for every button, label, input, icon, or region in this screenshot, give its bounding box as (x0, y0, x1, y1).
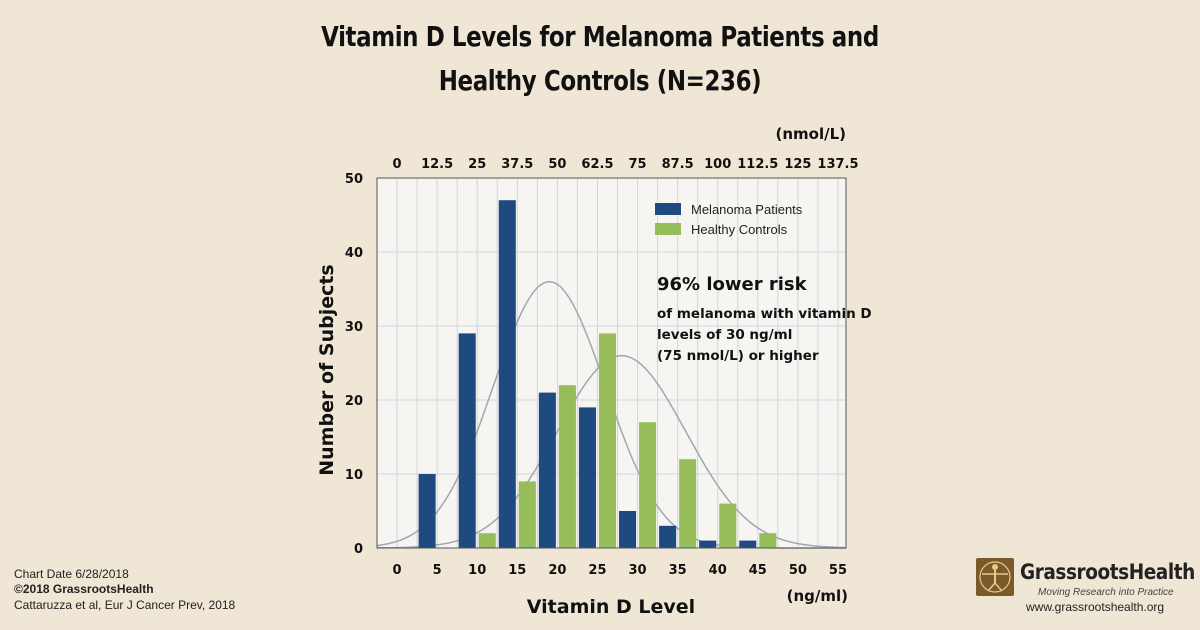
annotation-line: levels of 30 ng/ml (657, 327, 792, 343)
melanoma-bar (498, 200, 516, 548)
melanoma-bar (458, 333, 476, 548)
annotation-line: of melanoma with vitamin D (657, 306, 872, 322)
y-axis-title: Number of Subjects (316, 264, 338, 476)
logo-url[interactable]: www.grassrootshealth.org (1026, 600, 1165, 614)
x-tick-label-bottom: 10 (468, 563, 486, 578)
x-tick-label-bottom: 0 (393, 563, 402, 578)
x-tick-label-bottom: 55 (829, 563, 847, 578)
y-tick-label: 50 (345, 172, 363, 187)
chart-title-line2: Healthy Controls (N=236) (438, 64, 762, 97)
x-tick-label-top: 137.5 (817, 157, 858, 172)
x-tick-label-top: 87.5 (662, 157, 694, 172)
y-tick-label: 30 (345, 320, 363, 335)
controls-bar (478, 533, 496, 548)
annotation-headline: 96% lower risk (657, 274, 808, 295)
x-tick-label-top: 25 (468, 157, 486, 172)
x-tick-label-top: 100 (704, 157, 731, 172)
controls-bar (639, 422, 657, 548)
logo-tagline: Moving Research into Practice (1038, 587, 1174, 598)
legend-swatch-controls (655, 223, 681, 235)
x-tick-label-top: 12.5 (421, 157, 453, 172)
legend-label-controls: Healthy Controls (691, 222, 788, 237)
y-tick-label: 0 (354, 542, 363, 557)
melanoma-bar (659, 525, 677, 548)
citation: Cattaruzza et al, Eur J Cancer Prev, 201… (14, 598, 236, 612)
x-tick-label-top: 125 (784, 157, 811, 172)
chart-date: Chart Date 6/28/2018 (14, 567, 129, 581)
x-unit-bottom: (ng/ml) (787, 587, 848, 605)
vitruvian-man-logo-icon (976, 558, 1014, 596)
x-tick-label-bottom: 5 (433, 563, 442, 578)
x-tick-label-bottom: 15 (508, 563, 526, 578)
x-tick-label-bottom: 50 (789, 563, 807, 578)
controls-bar (719, 503, 737, 548)
y-tick-label: 40 (345, 246, 363, 261)
y-tick-label: 10 (345, 468, 363, 483)
x-tick-label-bottom: 30 (629, 563, 647, 578)
y-tick-label: 20 (345, 394, 363, 409)
melanoma-bar (619, 511, 637, 548)
controls-bar (759, 533, 777, 548)
melanoma-bar (739, 540, 757, 548)
melanoma-bar (538, 392, 556, 548)
logo-name: GrassrootsHealth (1020, 560, 1195, 584)
x-tick-label-top: 62.5 (581, 157, 613, 172)
controls-bar (679, 459, 697, 548)
controls-bar (598, 333, 617, 548)
controls-bar (518, 481, 536, 548)
plot-border (376, 177, 847, 549)
x-tick-label-bottom: 45 (749, 563, 767, 578)
x-tick-label-top: 50 (548, 157, 566, 172)
controls-bar (558, 385, 576, 548)
melanoma-bar (578, 407, 596, 548)
x-tick-label-top: 0 (393, 157, 402, 172)
x-tick-label-top: 112.5 (737, 157, 778, 172)
melanoma-bar (699, 540, 717, 548)
chart-title-line1: Vitamin D Levels for Melanoma Patients a… (321, 20, 879, 53)
x-tick-label-bottom: 35 (669, 563, 687, 578)
x-axis-title: Vitamin D Level (527, 596, 695, 618)
x-tick-label-top: 37.5 (501, 157, 533, 172)
melanoma-bar (418, 474, 436, 548)
x-tick-label-bottom: 20 (548, 563, 566, 578)
x-unit-top: (nmol/L) (775, 125, 846, 143)
legend-swatch-melanoma (655, 203, 681, 215)
x-tick-label-bottom: 40 (709, 563, 727, 578)
x-tick-label-bottom: 25 (588, 563, 606, 578)
copyright: ©2018 GrassrootsHealth (14, 582, 154, 596)
x-tick-label-top: 75 (629, 157, 647, 172)
legend-label-melanoma: Melanoma Patients (691, 202, 803, 217)
annotation-line: (75 nmol/L) or higher (657, 348, 819, 364)
